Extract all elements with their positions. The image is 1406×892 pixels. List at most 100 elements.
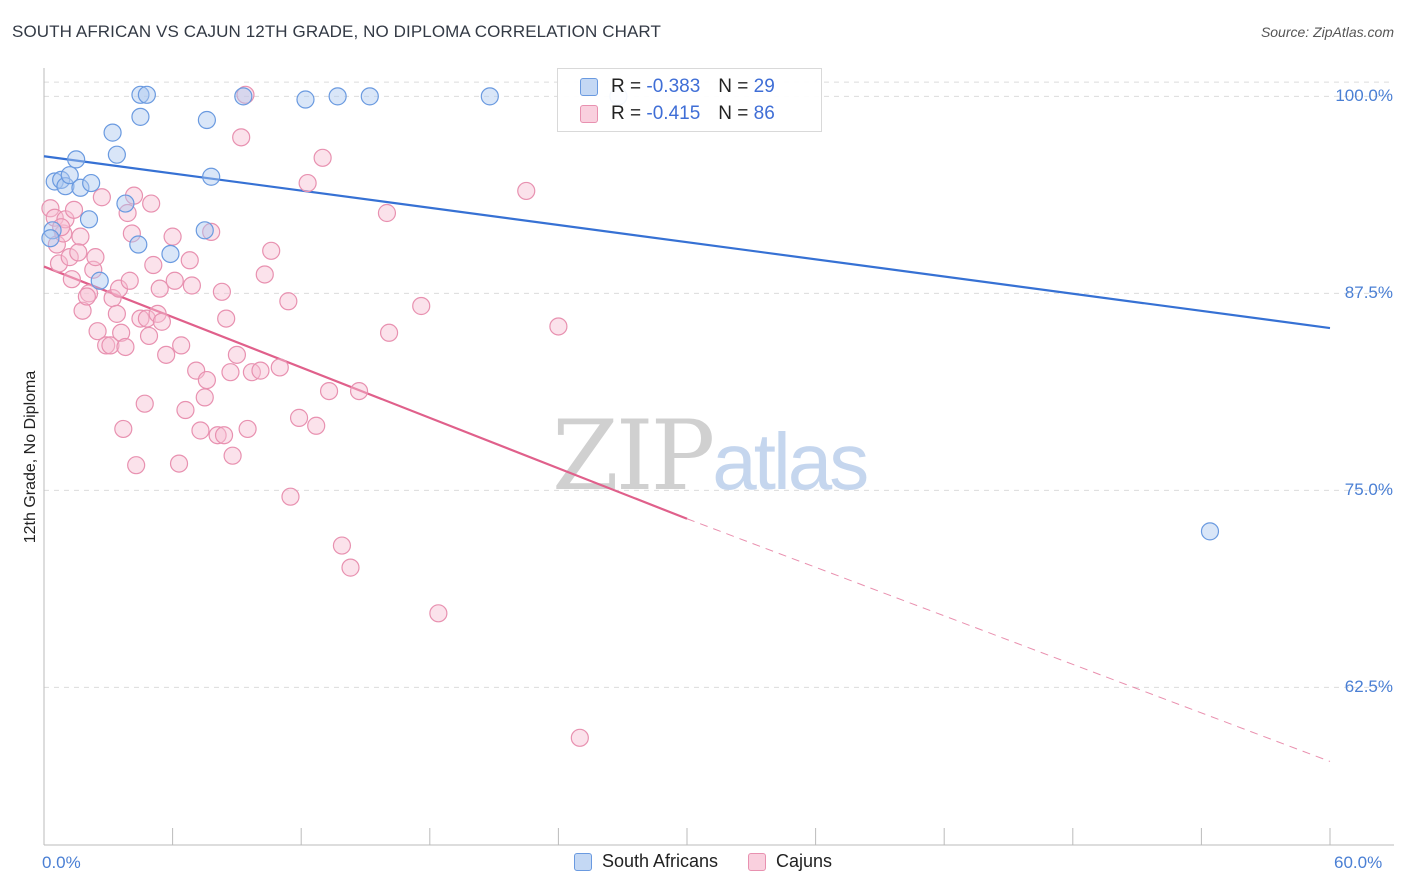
cajun-point xyxy=(377,203,397,223)
watermark: ZIPatlas xyxy=(552,400,869,512)
legend-r-label: R = xyxy=(611,76,642,97)
cajun-point xyxy=(165,271,184,290)
grid-lines xyxy=(44,81,1394,688)
y-tick-label: 100.0% xyxy=(1335,86,1393,106)
cajun-point xyxy=(62,270,81,289)
south-african-point xyxy=(67,150,86,169)
south-african-point xyxy=(1200,522,1220,541)
legend-swatch-pink xyxy=(748,852,767,871)
cajun-point xyxy=(150,279,169,298)
cajun-trend-extension xyxy=(686,518,1331,762)
south-african-point xyxy=(41,229,60,248)
south-african-point xyxy=(137,85,156,104)
cajun-point xyxy=(73,301,92,320)
cajun-point xyxy=(517,181,536,201)
legend-n-label: N = xyxy=(718,103,749,124)
legend-swatch-blue xyxy=(580,78,598,96)
south-african-point xyxy=(328,87,347,106)
cajun-point xyxy=(122,224,141,243)
cajun-point xyxy=(298,173,317,193)
cajun-point xyxy=(163,227,182,246)
cajun-point xyxy=(49,254,69,273)
south-african-point xyxy=(202,167,221,186)
legend-r-value: -0.415 xyxy=(646,103,701,124)
cajun-point xyxy=(289,408,309,427)
axes xyxy=(43,68,1394,846)
cajun-point xyxy=(549,317,568,336)
cajun-point xyxy=(251,361,270,380)
y-tick-label: 62.5% xyxy=(1344,677,1393,697)
cajun-point xyxy=(349,381,369,401)
cajun-point xyxy=(255,265,274,284)
legend-label-cajuns: Cajuns xyxy=(776,851,833,871)
source-label: Source: ZipAtlas.com xyxy=(1260,24,1394,40)
legend-n-label: N = xyxy=(718,76,749,97)
cajun-point xyxy=(114,419,133,439)
cajun-point xyxy=(112,323,131,342)
cajun-point xyxy=(79,284,99,303)
cajun-point xyxy=(223,446,242,465)
cajun-point xyxy=(202,222,221,242)
y-tick-label: 75.0% xyxy=(1344,480,1393,500)
legend-label-south-africans: South Africans xyxy=(601,851,719,871)
cajun-point xyxy=(262,241,281,260)
legend-row-cajuns: R = -0.415 N = 86 xyxy=(580,102,775,126)
south-african-point xyxy=(480,87,499,106)
cajun-point xyxy=(169,454,189,473)
series-legend: South Africans Cajuns xyxy=(0,851,1406,872)
cajun-point xyxy=(232,128,251,147)
cajun-point xyxy=(212,282,231,301)
cajun-point xyxy=(131,309,150,328)
cajun-point xyxy=(319,381,339,401)
legend-item-south-africans[interactable]: South Africans xyxy=(573,851,719,872)
cajun-point xyxy=(88,322,107,341)
south-african-point xyxy=(161,244,180,264)
y-tick-label: 87.5% xyxy=(1344,283,1393,303)
cajun-point xyxy=(77,287,96,306)
south-african-point xyxy=(60,166,79,185)
legend-swatch-pink xyxy=(580,105,598,123)
x-tick-max: 60.0% xyxy=(1334,853,1383,872)
cajun-point xyxy=(214,426,234,445)
south-african-point xyxy=(107,145,126,164)
watermark-zip: ZIP xyxy=(552,400,715,512)
cajun-point xyxy=(217,309,236,328)
cajun-point xyxy=(379,323,399,342)
cajun-point xyxy=(341,558,360,577)
legend-n-value: 86 xyxy=(753,103,775,124)
cajun-point xyxy=(71,227,90,246)
south-african-point xyxy=(131,107,150,126)
cajun-point xyxy=(197,370,216,390)
south-african-point xyxy=(296,90,315,109)
cajun-point xyxy=(107,304,126,323)
data-points xyxy=(41,85,1220,747)
cajun-point xyxy=(41,199,60,218)
cajun-point xyxy=(142,194,161,213)
cajun-point xyxy=(227,345,246,364)
cajun-point xyxy=(127,456,146,475)
x-tick-min: 0.0% xyxy=(42,853,81,872)
cajun-point xyxy=(412,296,431,316)
south-african-point xyxy=(71,178,90,197)
legend-swatch-blue xyxy=(573,852,592,871)
legend-r-value: -0.383 xyxy=(646,76,701,97)
cajun-point xyxy=(157,345,176,364)
cajun-point xyxy=(307,416,326,435)
south-african-point xyxy=(116,194,135,213)
south-african-point xyxy=(129,235,148,254)
cajun-point xyxy=(64,200,84,219)
cajun-point xyxy=(69,243,88,262)
cajun-point xyxy=(144,255,163,275)
cajun-point xyxy=(195,388,214,407)
south-african-point xyxy=(90,271,109,290)
legend-item-cajuns[interactable]: Cajuns xyxy=(748,851,832,872)
cajun-point xyxy=(429,604,448,623)
cajun-point xyxy=(60,248,79,267)
cajun-point xyxy=(120,271,139,290)
cajun-point xyxy=(92,188,111,207)
cajun-point xyxy=(270,358,289,377)
south-african-point xyxy=(79,210,99,229)
y-axis-label: 12th Grade, No Diploma xyxy=(22,370,39,544)
south-african-point xyxy=(360,87,379,106)
south-african-point xyxy=(197,110,216,130)
